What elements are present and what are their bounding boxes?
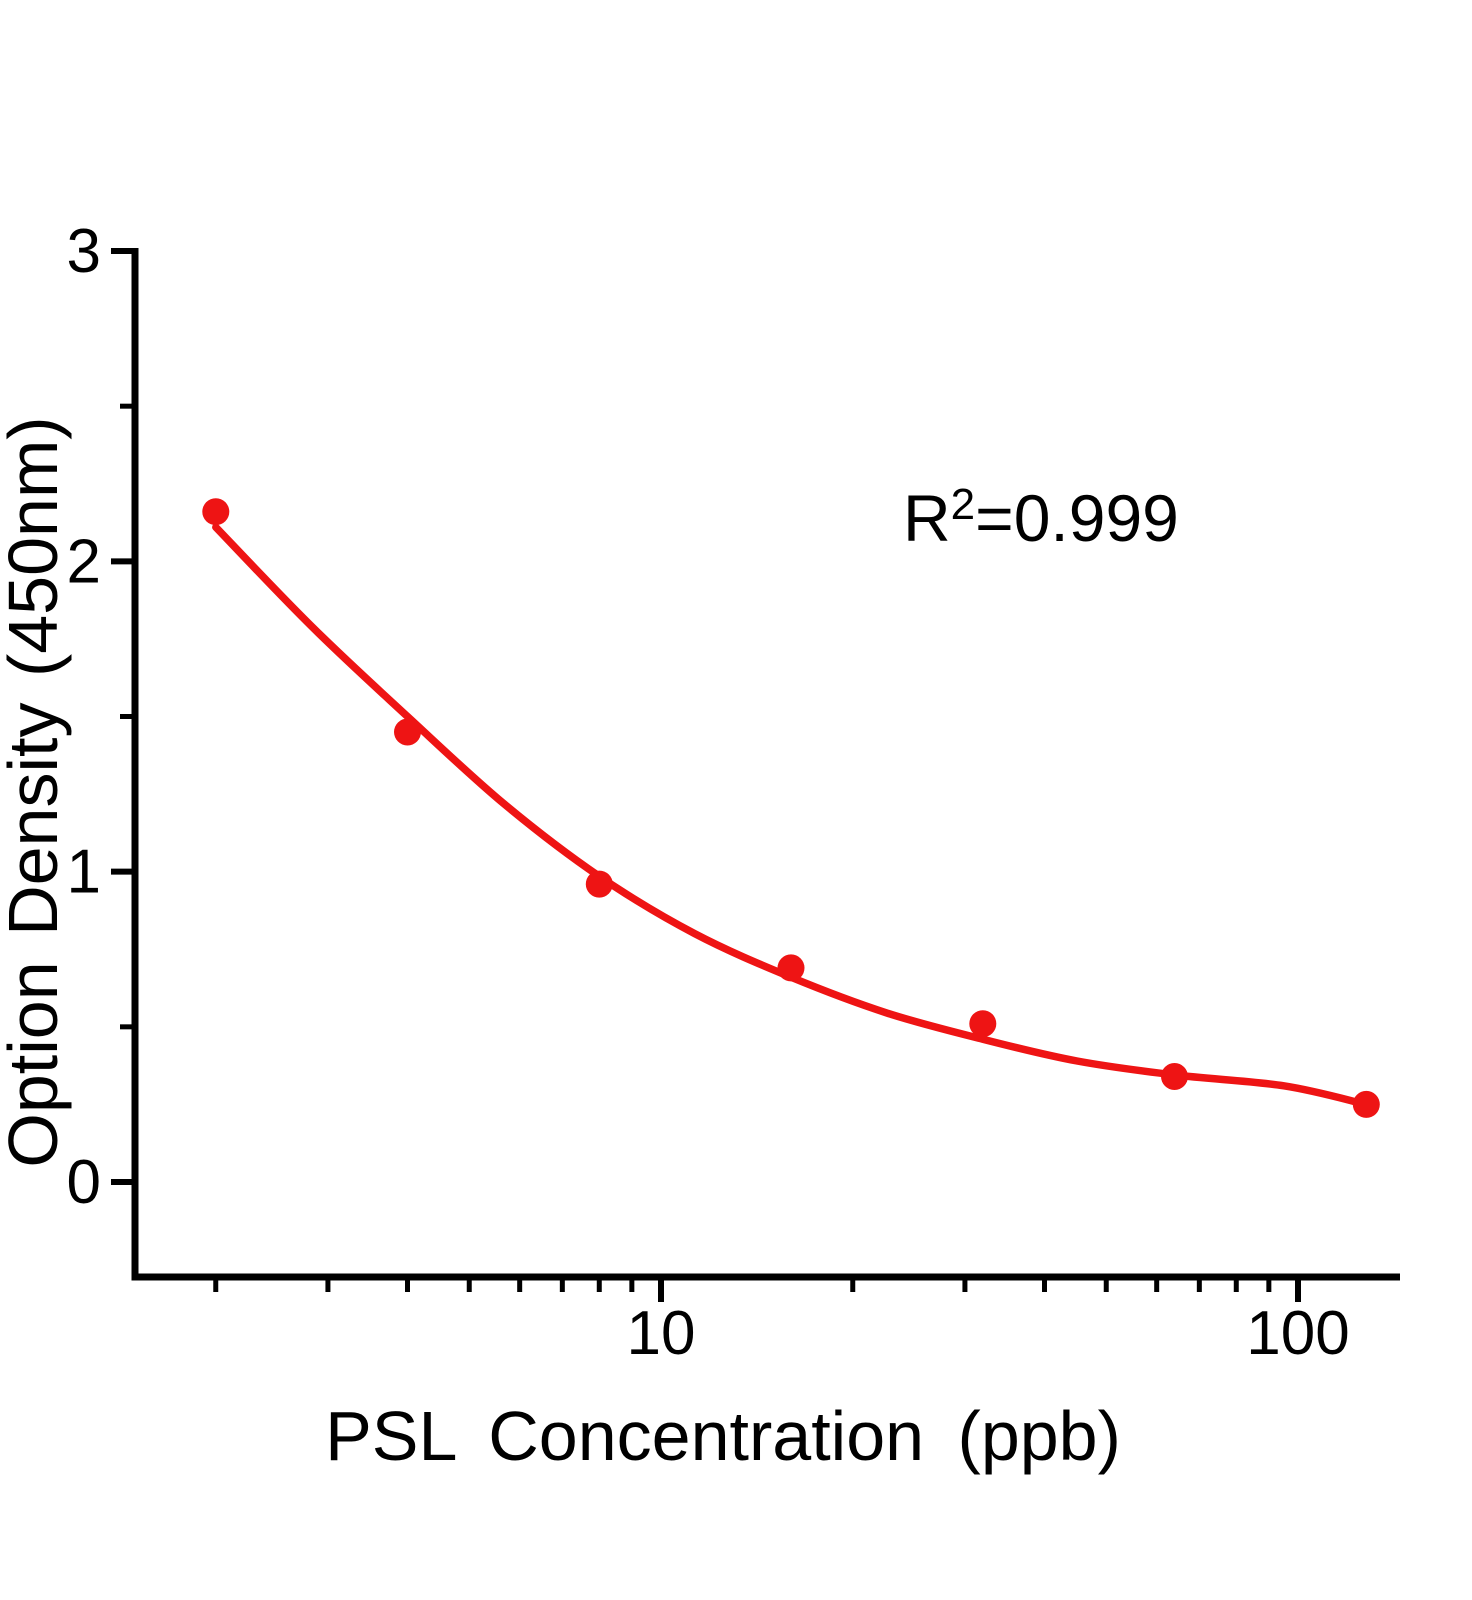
x-axis-tick-label: 100 <box>1246 1299 1349 1368</box>
x-axis-tick-label: 10 <box>627 1299 696 1368</box>
fit-curve <box>212 523 1371 1109</box>
data-point <box>1352 1090 1380 1118</box>
r-squared-exponent: 2 <box>950 480 976 529</box>
r-squared-base: R <box>903 481 951 555</box>
r-squared-annotation: R2=0.999 <box>903 480 1179 556</box>
data-point <box>777 954 805 982</box>
data-point <box>394 718 421 746</box>
y-axis-tick-label: 3 <box>67 217 101 286</box>
axis-spines <box>131 248 1400 1281</box>
axis-ticks <box>111 248 1301 1302</box>
data-point <box>1161 1063 1188 1090</box>
y-axis-tick-label: 2 <box>67 527 101 596</box>
data-point <box>969 1010 997 1038</box>
r-squared-value: =0.999 <box>975 481 1179 555</box>
data-series <box>202 498 1380 1118</box>
data-point <box>202 498 230 526</box>
x-axis-label: PSL Concentration (ppb) <box>325 1397 1121 1475</box>
axes <box>131 248 1400 1281</box>
y-axis-tick-label: 0 <box>67 1148 101 1217</box>
y-axis-tick-label: 1 <box>67 838 101 907</box>
data-point <box>585 870 613 898</box>
y-axis-label: Option Density (450nm) <box>0 416 72 1168</box>
